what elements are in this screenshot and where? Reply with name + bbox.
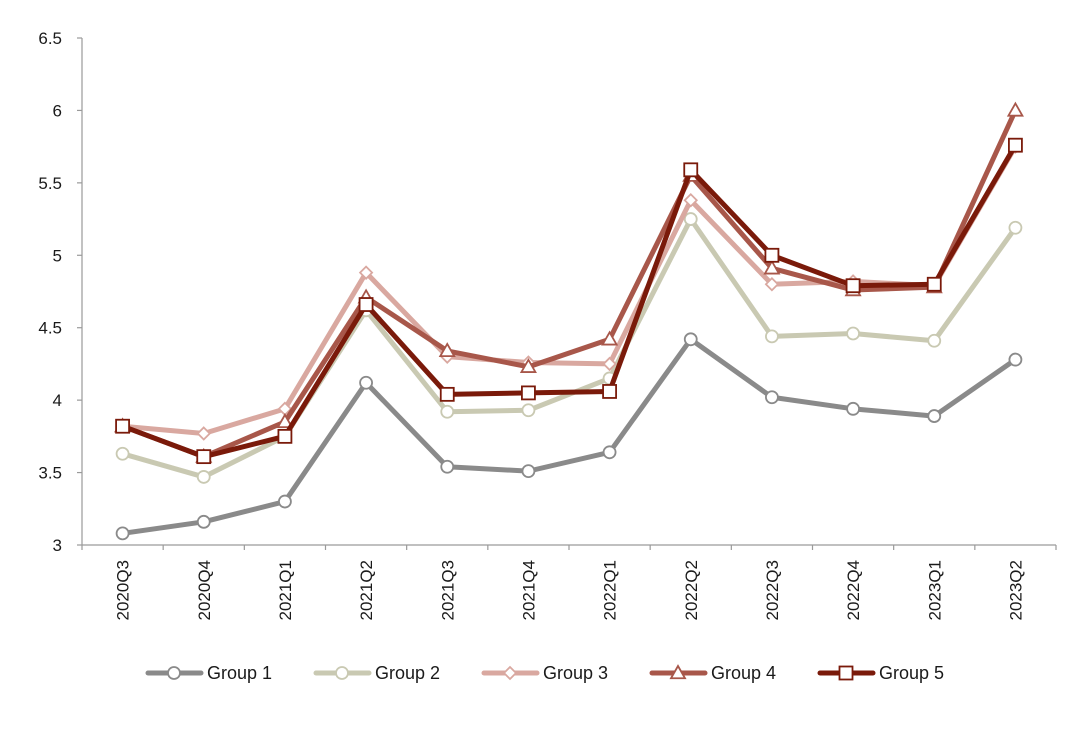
data-point (602, 445, 617, 460)
data-point (196, 470, 211, 484)
series-1 (115, 332, 1023, 541)
y-tick-label: 5.5 (38, 174, 62, 193)
legend-item-3: Group 3 (481, 663, 608, 683)
y-tick-label: 4 (53, 391, 62, 410)
data-point (115, 526, 130, 541)
legend-marker (167, 666, 181, 680)
x-tick-label: 2021Q3 (438, 560, 457, 621)
legend-item-4: Group 4 (649, 663, 776, 683)
data-point (763, 259, 781, 275)
data-point (927, 409, 942, 423)
x-tick-label: 2020Q4 (195, 560, 214, 621)
data-point (115, 418, 130, 434)
data-point (845, 278, 861, 294)
legend-marker (502, 665, 518, 681)
x-tick-label: 2022Q4 (844, 560, 863, 621)
data-point (683, 162, 699, 178)
data-point (602, 356, 617, 372)
y-tick-label: 6.5 (38, 29, 62, 48)
series-line (120, 144, 1018, 436)
data-point (439, 386, 455, 402)
axes (77, 37, 1057, 550)
data-point (438, 342, 456, 358)
series-line (120, 107, 1018, 460)
data-point (196, 449, 212, 465)
x-tick-label: 2021Q1 (276, 560, 295, 621)
series-line (120, 142, 1018, 460)
x-tick-label: 2021Q4 (519, 560, 538, 621)
data-point (359, 375, 373, 390)
y-tick-label: 4.5 (38, 319, 62, 338)
data-point (196, 426, 212, 441)
data-point (1006, 101, 1024, 117)
y-tick-label: 5 (53, 246, 62, 265)
data-point (683, 332, 698, 347)
legend-item-2: Group 2 (313, 663, 440, 683)
x-tick-label: 2020Q3 (114, 560, 133, 621)
data-point (846, 401, 860, 416)
legend-item-1: Group 1 (145, 663, 272, 683)
x-tick-label: 2022Q2 (682, 560, 701, 621)
data-point (519, 358, 537, 373)
data-point (765, 390, 779, 405)
data-point (521, 403, 536, 418)
x-tick-label: 2022Q3 (763, 560, 782, 621)
data-point (926, 276, 942, 292)
legend-item-5: Group 5 (817, 663, 944, 683)
y-tick-labels: 3 3.5 4 4.5 5 5.5 6 6.5 (38, 29, 62, 555)
data-point (1008, 137, 1023, 153)
data-point (521, 385, 536, 401)
data-point (278, 494, 292, 509)
data-point (358, 265, 374, 280)
data-point (115, 446, 130, 461)
legend-label: Group 5 (879, 663, 944, 683)
data-point (764, 276, 780, 292)
data-point (1008, 352, 1023, 367)
data-point (683, 212, 698, 226)
data-point (846, 326, 860, 341)
data-point (765, 329, 779, 344)
data-point (440, 459, 455, 474)
legend-marker (838, 665, 854, 681)
data-point (601, 330, 619, 346)
legend-label: Group 1 (207, 663, 272, 683)
data-point (277, 428, 293, 444)
series-line (120, 336, 1018, 536)
series-line (120, 216, 1018, 480)
data-point (927, 333, 942, 348)
x-tick-label: 2022Q1 (601, 560, 620, 621)
data-point (521, 464, 536, 479)
series-layer (114, 101, 1024, 541)
x-tick-label: 2023Q2 (1006, 560, 1025, 621)
data-point (358, 297, 374, 312)
x-tick-labels: 2020Q3 2020Q4 2021Q1 2021Q2 2021Q3 2021Q4 2022… (114, 560, 1026, 621)
data-point (276, 413, 294, 429)
legend: Group 1 Group 2 Group 3 Group 4 Group 5 (145, 663, 944, 683)
legend-marker (669, 664, 687, 680)
x-tick-label: 2023Q1 (925, 560, 944, 621)
data-point (440, 404, 455, 419)
legend-label: Group 3 (543, 663, 608, 683)
y-tick-label: 3 (53, 536, 62, 555)
data-point (602, 384, 617, 399)
data-point (683, 192, 699, 208)
x-tick-label: 2021Q2 (357, 560, 376, 621)
y-tick-label: 6 (53, 101, 62, 120)
data-point (764, 247, 780, 263)
y-tick-label: 3.5 (38, 464, 62, 483)
legend-label: Group 2 (375, 663, 440, 683)
series-5 (115, 137, 1023, 465)
legend-label: Group 4 (711, 663, 776, 683)
legend-marker (335, 666, 349, 680)
data-point (196, 514, 211, 529)
data-point (1008, 220, 1023, 235)
